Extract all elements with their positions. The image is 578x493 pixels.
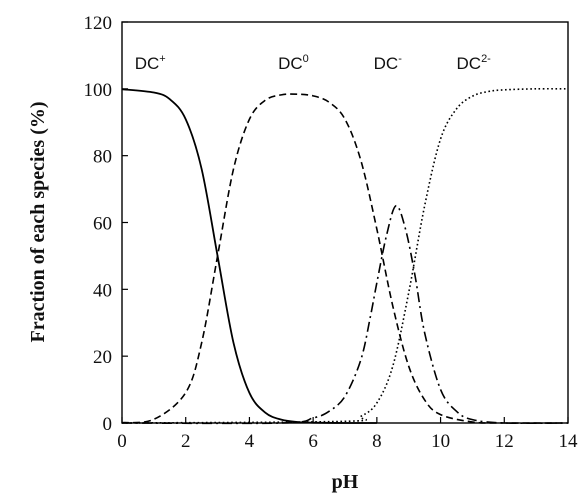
x-tick-label: 14 — [559, 431, 578, 452]
y-tick-label: 40 — [93, 280, 112, 301]
series-label-base: DC — [135, 54, 160, 73]
x-tick-label: 2 — [181, 431, 191, 452]
y-tick-label: 0 — [103, 414, 113, 435]
x-axis: 0 2 4 6 8 10 12 14 — [117, 417, 578, 452]
y-tick-label: 100 — [84, 80, 113, 101]
series-labels: DC+ DC0 DC- DC2- — [135, 53, 491, 73]
y-tick-label: 60 — [93, 214, 112, 235]
x-tick-label: 4 — [245, 431, 255, 452]
series-line-3 — [121, 87, 569, 424]
series-label-1: DC0 — [278, 53, 309, 73]
series-label-superscript: + — [159, 53, 165, 65]
series-label-3: DC2- — [457, 53, 492, 73]
series-label-superscript: 0 — [303, 53, 309, 65]
series-label-base: DC — [278, 54, 303, 73]
x-axis-title: pH — [332, 471, 359, 493]
x-tick-label: 8 — [372, 431, 382, 452]
series-label-base: DC — [374, 54, 399, 73]
plot-frame — [121, 21, 569, 424]
series-label-base: DC — [457, 54, 482, 73]
y-axis-title: Fraction of each species (%) — [27, 101, 49, 342]
y-axis: 0 20 40 60 80 100 120 — [84, 13, 128, 435]
x-tick-label: 6 — [308, 431, 318, 452]
x-tick-label: 12 — [495, 431, 514, 452]
y-tick-label: 20 — [93, 347, 112, 368]
x-tick-label: 0 — [117, 431, 127, 452]
series-line-2 — [121, 204, 569, 425]
y-tick-label: 120 — [84, 13, 113, 34]
series-label-superscript: 2- — [481, 53, 491, 65]
series-label-0: DC+ — [135, 53, 166, 73]
y-tick-label: 80 — [93, 147, 112, 168]
series-lines — [121, 87, 569, 425]
series-label-superscript: - — [398, 53, 402, 65]
series-line-1 — [121, 93, 569, 424]
series-label-2: DC- — [374, 53, 403, 73]
x-tick-label: 10 — [431, 431, 450, 452]
series-line-0 — [121, 88, 377, 424]
